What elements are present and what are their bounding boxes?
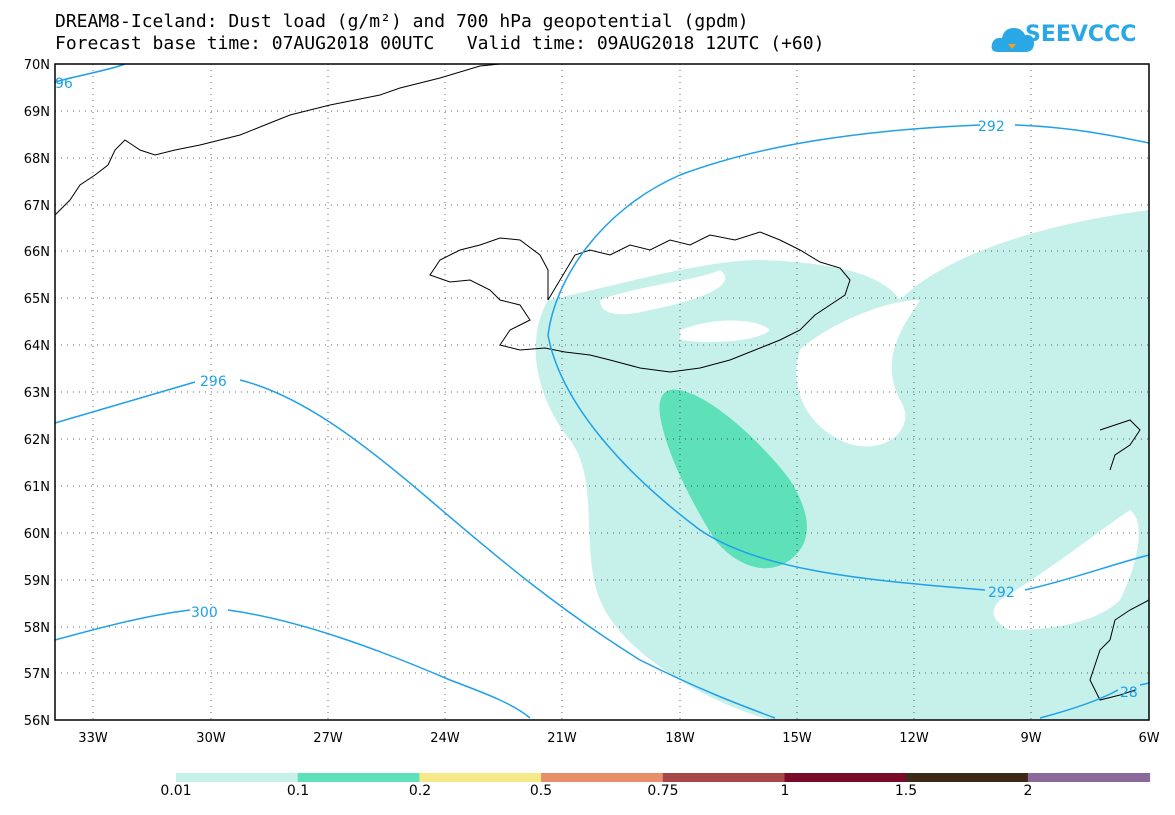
dust-gap-east xyxy=(796,300,920,447)
colorbar-label: 2 xyxy=(1023,783,1033,799)
coastline xyxy=(54,63,1150,701)
lat-label: 65N xyxy=(24,292,50,307)
lon-label: 27W xyxy=(313,731,343,746)
iceland-coast xyxy=(429,231,851,373)
colorbar-swatch xyxy=(176,773,299,782)
contour-label-296: 296 xyxy=(200,374,227,390)
colorbar-swatch xyxy=(1027,773,1151,782)
lat-label: 66N xyxy=(24,245,50,260)
scotland-coast xyxy=(1099,419,1141,471)
lat-label: 68N xyxy=(24,152,50,167)
graticule xyxy=(55,64,1149,720)
lat-label: 64N xyxy=(24,339,50,354)
lat-labels: 70N 69N 68N 67N 66N 65N 64N 63N 62N 61N … xyxy=(24,58,50,729)
cloud-icon xyxy=(991,28,1034,52)
dust-area-low xyxy=(535,210,1149,720)
contour-288 xyxy=(1039,682,1150,719)
lat-label: 56N xyxy=(24,714,50,729)
dust-area-mid xyxy=(659,389,807,569)
lon-label: 15W xyxy=(782,731,812,746)
lat-label: 58N xyxy=(24,621,50,636)
contour-292-north xyxy=(547,124,1150,336)
colorbar-label: 0.01 xyxy=(160,783,192,799)
lon-label: 21W xyxy=(547,731,577,746)
lat-label: 63N xyxy=(24,386,50,401)
contour-300 xyxy=(54,609,531,719)
colorbar-label: 0.75 xyxy=(647,783,679,799)
colorbar-label: 1 xyxy=(780,783,790,799)
colorbar-swatch xyxy=(906,773,1029,782)
geopotential-contours xyxy=(54,63,1150,719)
lat-label: 70N xyxy=(24,58,50,73)
colorbar-label: 1.5 xyxy=(894,783,918,799)
logo-text: SEEVCCC xyxy=(1025,22,1137,47)
lat-label: 59N xyxy=(24,574,50,589)
greenland-coast xyxy=(54,63,501,216)
contour-96 xyxy=(54,63,126,83)
contour-292-south xyxy=(547,334,1150,591)
colorbar xyxy=(176,773,1151,782)
lon-label: 9W xyxy=(1020,731,1041,746)
contour-label-300: 300 xyxy=(191,605,218,621)
map-subtitle: Forecast base time: 07AUG2018 00UTC Vali… xyxy=(55,33,825,54)
lon-label: 12W xyxy=(899,731,929,746)
colorbar-swatch xyxy=(662,773,785,782)
contour-label-96: 96 xyxy=(55,76,73,92)
scandinavia-coast xyxy=(1089,599,1150,701)
lat-label: 57N xyxy=(24,667,50,682)
dust-gap-iceland-north xyxy=(600,270,726,315)
contour-label-292-north: 292 xyxy=(978,119,1005,135)
colorbar-swatch xyxy=(541,773,664,782)
map-frame xyxy=(54,63,1150,721)
lon-labels: 33W 30W 27W 24W 21W 18W 15W 12W 9W 6W xyxy=(78,731,1159,746)
lon-label: 6W xyxy=(1138,731,1159,746)
lat-label: 62N xyxy=(24,433,50,448)
lon-label: 24W xyxy=(430,731,460,746)
colorbar-swatch xyxy=(784,773,907,782)
colorbar-swatch xyxy=(419,773,542,782)
colorbar-label: 0.1 xyxy=(286,783,310,799)
contour-label-292-south: 292 xyxy=(988,585,1015,601)
dust-gap-iceland xyxy=(680,320,770,342)
colorbar-swatch xyxy=(297,773,420,782)
lat-label: 60N xyxy=(24,527,50,542)
lat-label: 61N xyxy=(24,480,50,495)
lon-label: 18W xyxy=(665,731,695,746)
colorbar-label: 0.5 xyxy=(529,783,553,799)
lon-label: 33W xyxy=(78,731,108,746)
dust-gap-southeast xyxy=(993,510,1139,630)
contour-label-288: 28 xyxy=(1120,685,1138,701)
contour-labels: 292 292 296 300 96 28 xyxy=(55,76,1138,701)
lat-label: 67N xyxy=(24,199,50,214)
lat-label: 69N xyxy=(24,105,50,120)
lon-label: 30W xyxy=(196,731,226,746)
contour-296 xyxy=(54,379,776,719)
colorbar-label: 0.2 xyxy=(408,783,432,799)
map-title: DREAM8-Iceland: Dust load (g/m²) and 700… xyxy=(55,11,749,32)
